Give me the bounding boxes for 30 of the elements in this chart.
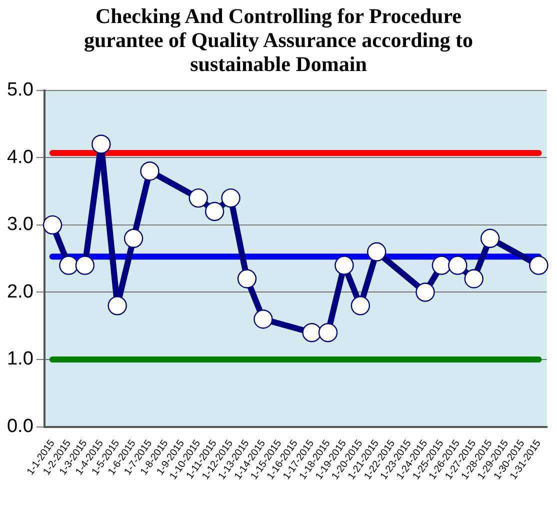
point bbox=[448, 256, 468, 275]
point bbox=[334, 256, 354, 275]
point bbox=[464, 269, 484, 288]
point bbox=[92, 134, 111, 154]
point bbox=[124, 228, 144, 248]
point bbox=[350, 296, 370, 316]
point bbox=[318, 322, 338, 342]
point bbox=[204, 202, 224, 222]
point bbox=[237, 269, 257, 288]
point bbox=[254, 310, 273, 329]
y-tick-label: 5.0 bbox=[6, 80, 34, 101]
point bbox=[367, 242, 386, 262]
chart-title: Checking And Controlling for Procedure gurantee of Quality Assurance according to sustainable Domain bbox=[82, 4, 474, 76]
y-tick-label: 4.0 bbox=[6, 146, 34, 168]
y-tick-label: 0.0 bbox=[6, 416, 34, 438]
point bbox=[75, 256, 95, 275]
point bbox=[480, 228, 500, 248]
point bbox=[302, 322, 322, 342]
y-tick-label: 1.0 bbox=[6, 348, 34, 370]
point bbox=[140, 162, 160, 181]
y-tick-label: 3.0 bbox=[6, 214, 34, 236]
point bbox=[416, 282, 435, 302]
point bbox=[108, 296, 127, 316]
point bbox=[221, 188, 240, 208]
point bbox=[432, 256, 452, 275]
point bbox=[42, 215, 62, 235]
point bbox=[188, 188, 208, 208]
point bbox=[59, 256, 78, 275]
y-tick-label: 2.0 bbox=[6, 281, 34, 302]
point bbox=[529, 256, 548, 275]
